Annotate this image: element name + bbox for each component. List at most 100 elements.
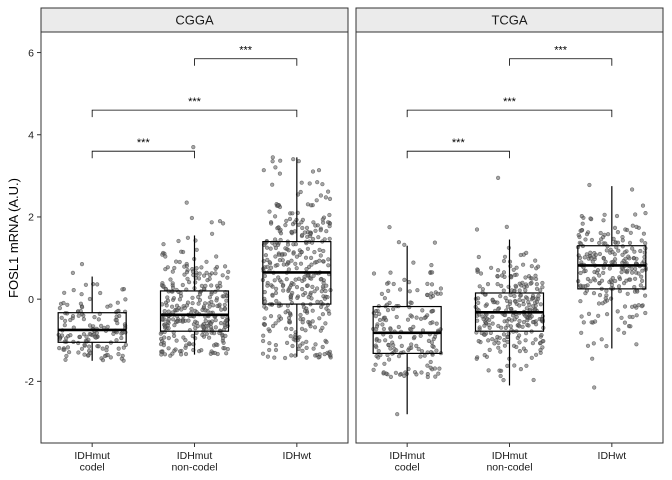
data-point (108, 303, 113, 308)
data-point (269, 265, 274, 270)
significance-label: *** (452, 137, 466, 149)
data-point (162, 309, 167, 314)
data-point (119, 356, 124, 361)
data-point (265, 257, 270, 263)
data-point (517, 288, 522, 293)
data-point (270, 284, 275, 289)
data-point (523, 288, 528, 293)
data-point (172, 323, 177, 328)
data-point (289, 326, 294, 332)
data-point (310, 284, 315, 290)
data-point (215, 351, 220, 357)
data-point (632, 249, 637, 254)
data-point (287, 318, 292, 324)
outlier-point (590, 356, 595, 361)
data-point (221, 294, 226, 299)
data-point (200, 332, 205, 338)
points-3 (575, 182, 648, 390)
data-point (277, 229, 282, 234)
data-point (273, 165, 278, 170)
data-point (409, 342, 414, 347)
data-point (318, 300, 324, 305)
data-point (299, 250, 304, 255)
data-point (64, 353, 69, 359)
data-point (260, 351, 266, 356)
data-point (310, 308, 315, 313)
data-point (217, 219, 223, 224)
data-point (643, 241, 648, 246)
data-point (415, 288, 420, 293)
data-point (270, 293, 275, 298)
data-point (616, 248, 621, 253)
data-point (300, 287, 305, 292)
data-point (600, 235, 606, 240)
data-point (492, 341, 497, 346)
data-point (396, 354, 402, 359)
data-point (170, 269, 175, 274)
data-point (616, 284, 622, 289)
data-point (309, 203, 314, 208)
data-point (160, 252, 165, 257)
data-point (597, 273, 602, 278)
data-point (583, 237, 588, 242)
x-tick-label-line: IDHmut (177, 450, 213, 462)
data-point (482, 332, 487, 337)
data-point (501, 332, 507, 337)
data-point (621, 330, 627, 335)
data-point (521, 320, 527, 325)
data-point (316, 235, 321, 240)
data-point (376, 355, 381, 360)
data-point (326, 263, 331, 268)
data-point (394, 314, 399, 320)
data-point (580, 221, 585, 226)
data-point (262, 322, 268, 327)
data-point (578, 299, 583, 304)
data-point (70, 314, 76, 319)
data-point (277, 171, 283, 176)
data-point (173, 347, 178, 352)
significance-bracket-3: *** (194, 45, 298, 66)
data-point (435, 291, 440, 296)
boxplot-2 (474, 239, 545, 386)
data-point (525, 318, 530, 323)
data-point (383, 338, 388, 343)
bracket-line (91, 109, 298, 118)
data-point (640, 203, 646, 208)
data-point (94, 330, 99, 336)
data-point (287, 311, 293, 316)
data-point (524, 250, 529, 255)
data-point (59, 333, 65, 338)
data-point (304, 267, 309, 272)
data-point (323, 321, 328, 326)
data-point (305, 273, 310, 278)
data-point (314, 198, 319, 203)
data-point (274, 286, 279, 292)
data-point (534, 299, 540, 305)
data-point (510, 313, 516, 318)
data-point (204, 270, 209, 275)
boxplot-3 (577, 186, 647, 349)
outlier-point (592, 385, 597, 390)
data-point (76, 350, 81, 355)
data-point (158, 331, 163, 336)
data-point (411, 260, 416, 265)
data-point (490, 337, 495, 342)
data-point (62, 318, 68, 324)
data-point (502, 338, 507, 343)
data-point (204, 331, 209, 336)
data-point (116, 352, 121, 357)
data-point (182, 305, 187, 311)
data-point (283, 223, 288, 228)
data-point (497, 368, 502, 373)
data-point (382, 361, 387, 366)
data-point (397, 335, 403, 340)
boxplot-1 (372, 245, 442, 415)
data-point (284, 326, 289, 331)
data-point (79, 292, 84, 297)
data-point (298, 261, 304, 266)
data-point (596, 301, 602, 306)
data-point (306, 319, 311, 325)
data-point (513, 299, 518, 304)
data-point (588, 256, 594, 261)
